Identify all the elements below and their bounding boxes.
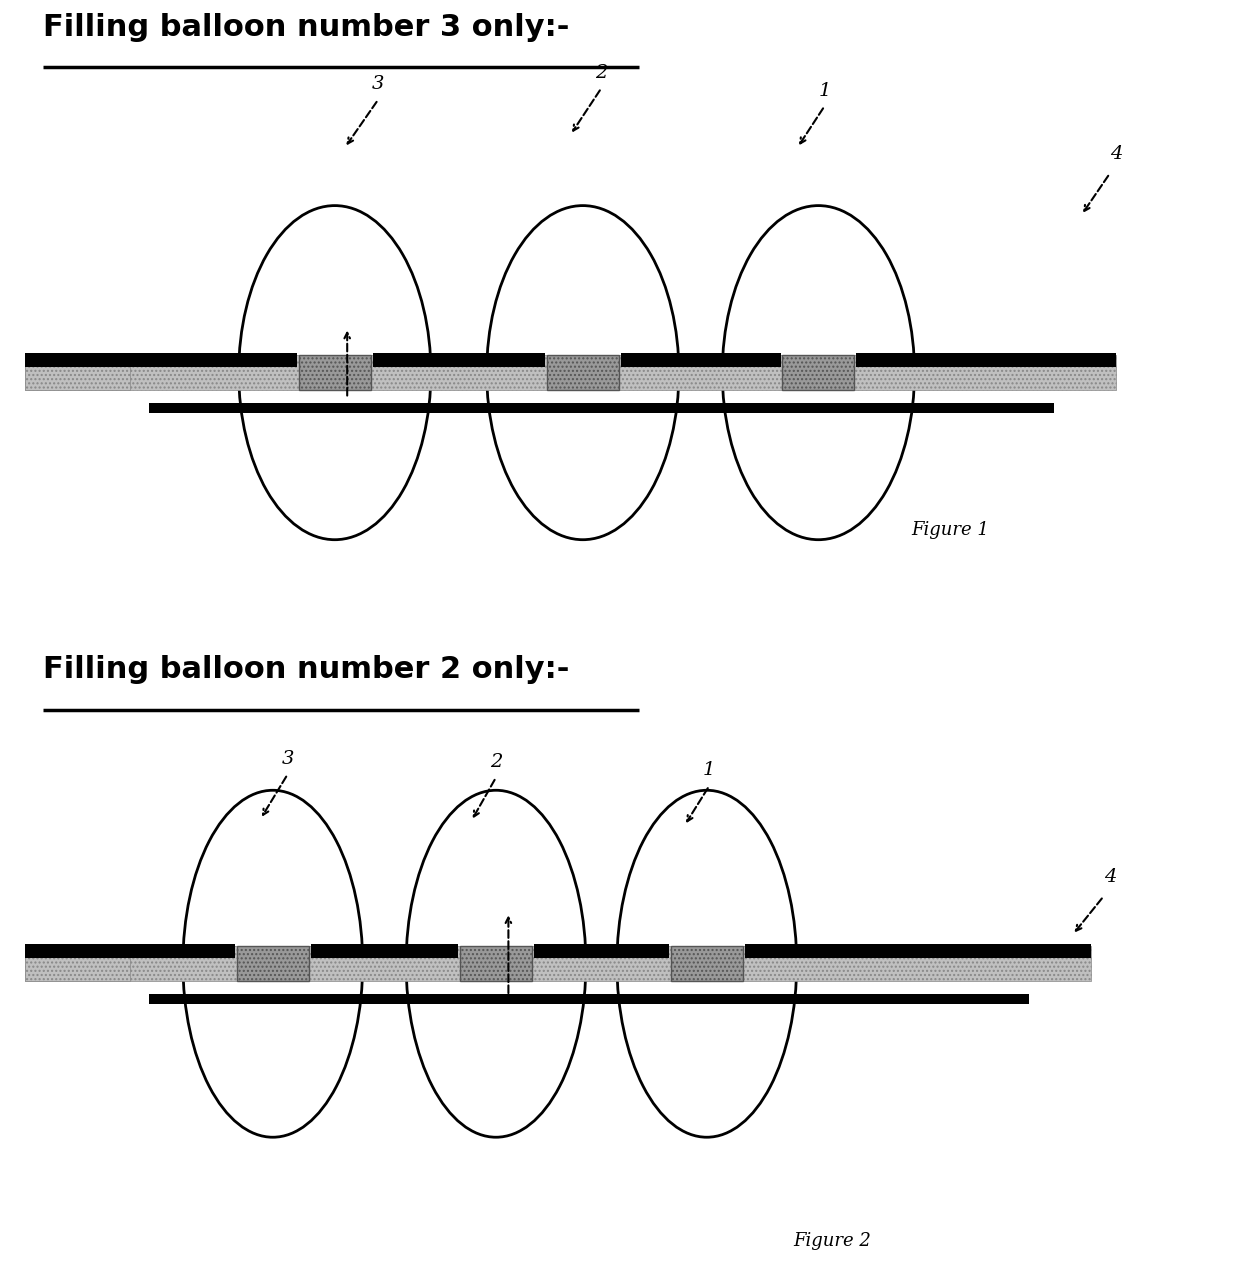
Bar bbox=[25, 353, 298, 368]
Text: 3: 3 bbox=[372, 75, 384, 93]
Bar bbox=[310, 944, 459, 959]
Text: 1: 1 bbox=[818, 81, 831, 100]
Bar bbox=[149, 993, 1029, 1004]
Bar bbox=[237, 946, 309, 982]
Bar bbox=[372, 353, 546, 368]
Bar bbox=[856, 353, 1116, 368]
Bar bbox=[25, 944, 130, 982]
Bar bbox=[533, 944, 670, 959]
Text: 2: 2 bbox=[490, 753, 502, 771]
Bar bbox=[744, 944, 1091, 959]
Text: 1: 1 bbox=[703, 761, 715, 779]
Text: 3: 3 bbox=[281, 749, 294, 767]
Bar bbox=[25, 355, 1116, 391]
Text: 4: 4 bbox=[1110, 145, 1122, 163]
Text: Figure 1: Figure 1 bbox=[911, 520, 990, 540]
Bar bbox=[620, 353, 781, 368]
Bar bbox=[25, 944, 236, 959]
Text: Filling balloon number 3 only:-: Filling balloon number 3 only:- bbox=[43, 13, 569, 42]
Text: Filling balloon number 2 only:-: Filling balloon number 2 only:- bbox=[43, 655, 569, 685]
Text: 2: 2 bbox=[595, 63, 608, 81]
Bar bbox=[149, 402, 1054, 412]
Bar bbox=[547, 355, 619, 391]
Bar bbox=[25, 353, 130, 391]
Bar bbox=[671, 946, 743, 982]
Bar bbox=[460, 946, 532, 982]
Bar bbox=[299, 355, 371, 391]
Text: 4: 4 bbox=[1104, 867, 1116, 887]
Bar bbox=[25, 946, 1091, 982]
Bar bbox=[782, 355, 854, 391]
Text: Figure 2: Figure 2 bbox=[794, 1232, 872, 1250]
